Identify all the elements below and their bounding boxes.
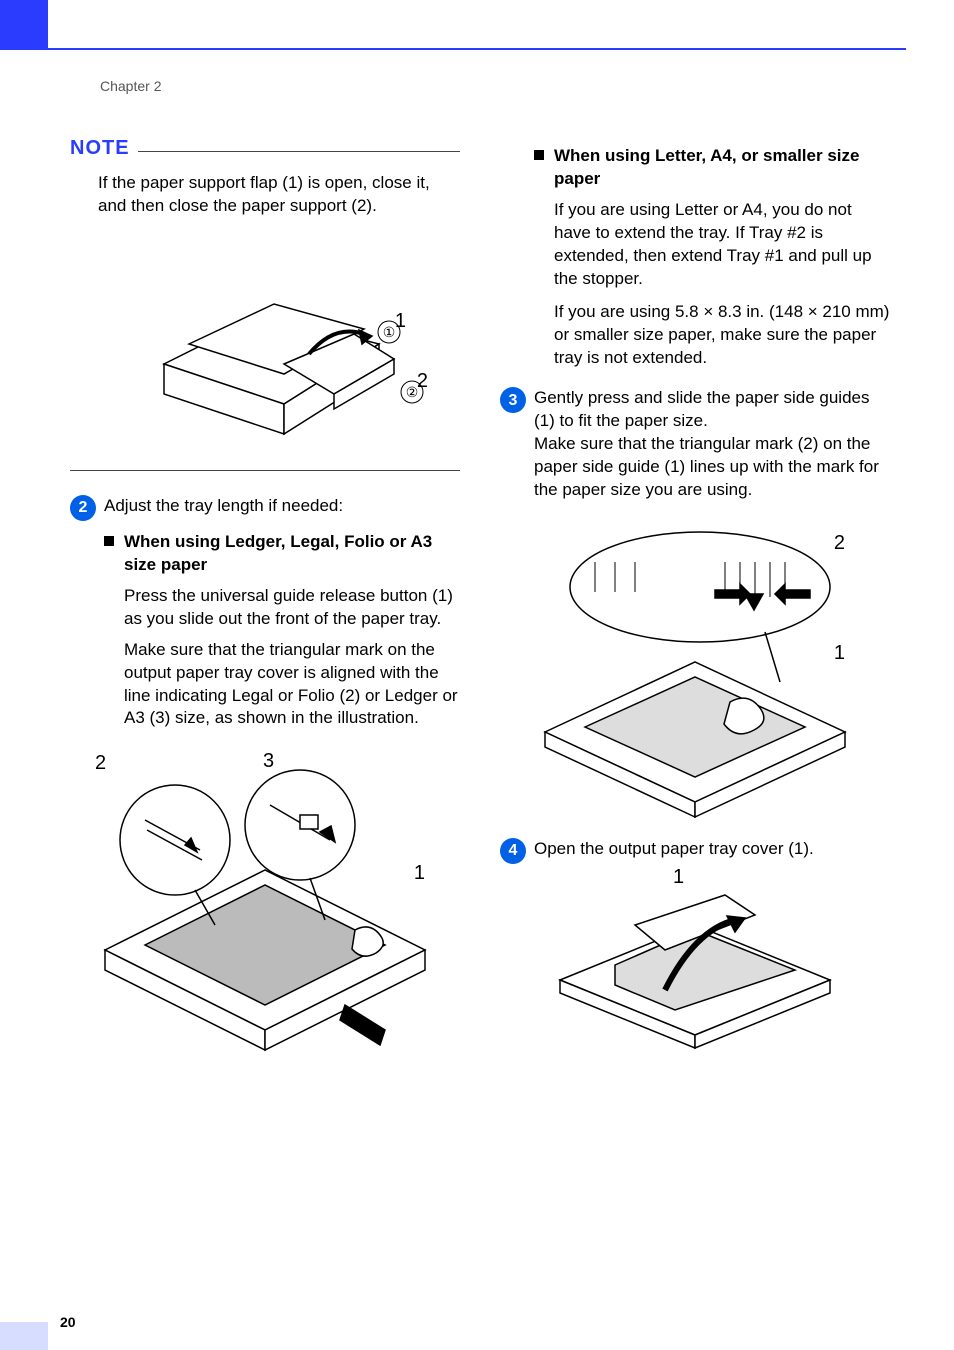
callout-3b: 3: [263, 748, 274, 775]
step-3-text2: Make sure that the triangular mark (2) o…: [534, 434, 879, 499]
svg-text:①: ①: [383, 324, 396, 340]
step-3: 3 Gently press and slide the paper side …: [500, 387, 890, 502]
sub-title-ledger: When using Ledger, Legal, Folio or A3 si…: [124, 531, 460, 577]
step-badge-3: 3: [500, 387, 526, 413]
callout-1b: 1: [414, 860, 425, 887]
note-text: If the paper support flap (1) is open, c…: [98, 172, 460, 218]
illustration-open-cover: 1: [545, 870, 845, 1050]
bullet-square-icon-2: [534, 150, 544, 160]
step-2-text: Adjust the tray length if needed:: [104, 495, 460, 518]
callout-1d: 1: [673, 864, 684, 891]
left-column: NOTE If the paper support flap (1) is op…: [70, 135, 460, 1086]
left-p1: Press the universal guide release button…: [124, 585, 460, 631]
step-badge-2: 2: [70, 495, 96, 521]
sub-bullet-ledger: When using Ledger, Legal, Folio or A3 si…: [104, 531, 460, 577]
chapter-label: Chapter 2: [100, 78, 161, 94]
note-block: NOTE If the paper support flap (1) is op…: [70, 135, 460, 471]
step-3-text: Gently press and slide the paper side gu…: [534, 388, 869, 430]
left-p2: Make sure that the triangular mark on th…: [124, 639, 460, 731]
illustration-side-guides: 2 1: [525, 512, 865, 822]
page-edge: [0, 1322, 48, 1350]
page-number: 20: [60, 1314, 76, 1330]
page: Chapter 2 20 NOTE If the paper support f…: [0, 0, 954, 1350]
sub-title-letter: When using Letter, A4, or smaller size p…: [554, 145, 890, 191]
content-columns: NOTE If the paper support flap (1) is op…: [70, 135, 890, 1086]
right-column: When using Letter, A4, or smaller size p…: [500, 135, 890, 1086]
header-rule: [48, 48, 906, 50]
illustration-printer-flaps: ① ② 1 2: [134, 234, 424, 454]
callout-1c: 1: [834, 640, 845, 667]
note-label: NOTE: [70, 135, 130, 162]
step-4: 4 Open the output paper tray cover (1).: [500, 838, 890, 864]
right-p1: If you are using Letter or A4, you do no…: [554, 199, 890, 291]
callout-2c: 2: [834, 530, 845, 557]
step-2: 2 Adjust the tray length if needed:: [70, 495, 460, 521]
step-badge-4: 4: [500, 838, 526, 864]
callout-2: 2: [417, 368, 428, 395]
note-rule-top: [138, 151, 460, 152]
sub-bullet-letter: When using Letter, A4, or smaller size p…: [534, 145, 890, 191]
page-tab: [0, 0, 48, 50]
illustration-tray-extend: 2 3 1: [85, 750, 445, 1070]
note-rule-bottom: [70, 470, 460, 471]
bullet-square-icon: [104, 536, 114, 546]
callout-1: 1: [395, 308, 406, 335]
right-p2: If you are using 5.8 × 8.3 in. (148 × 21…: [554, 301, 890, 370]
step-4-text: Open the output paper tray cover (1).: [534, 838, 890, 861]
callout-2b: 2: [95, 750, 106, 777]
